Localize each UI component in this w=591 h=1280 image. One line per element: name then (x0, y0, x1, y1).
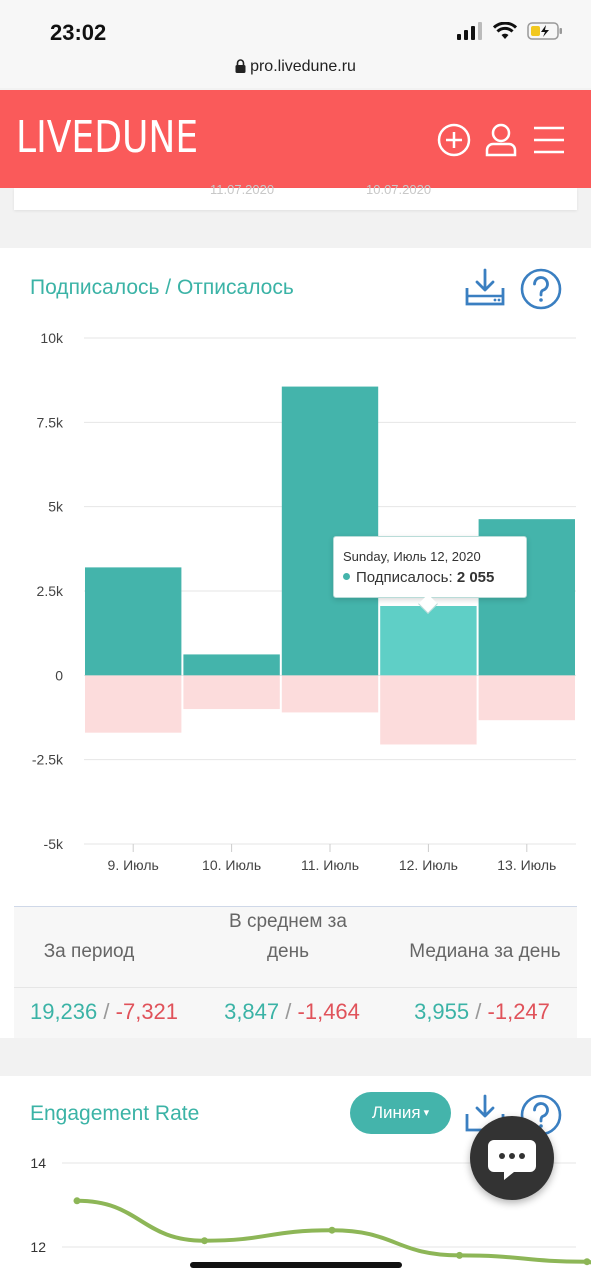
series-dot (343, 573, 350, 580)
x-tick-label: 11. Июль (301, 857, 359, 873)
divider (14, 987, 577, 988)
prev-date: 11.07.2020 (210, 182, 275, 197)
data-point (583, 1258, 591, 1266)
stats-table: За период В среднем за день Медиана за д… (14, 906, 577, 1038)
followers-chart: 10k 7.5k 5k 2.5k 0 -2.5k -5k 9. Июль 10. Июль 11.… (32, 330, 576, 873)
y-tick-label: 5k (48, 499, 64, 515)
stat-negative: -7,321 (115, 999, 179, 1024)
url-bar[interactable]: pro.livedune.ru (0, 58, 591, 76)
stat-positive: 3,955 (414, 999, 470, 1024)
stat-value-median: 3,955 / -1,247 (392, 999, 572, 1025)
app-header: LIVEDUNE (0, 90, 591, 188)
y-tick-label: 14 (30, 1155, 46, 1171)
prev-date: 10.07.2020 (366, 182, 432, 197)
add-circle-icon[interactable] (436, 122, 472, 158)
url-text: pro.livedune.ru (250, 58, 356, 75)
help-icon[interactable] (520, 268, 562, 310)
stat-separator: / (285, 999, 292, 1024)
x-tick-label: 9. Июль (108, 857, 159, 873)
tooltip-date: Sunday, Июль 12, 2020 (343, 549, 481, 564)
y-tick-label: -2.5k (32, 752, 64, 768)
y-tick-label: 0 (55, 667, 63, 683)
card-title: Подписалось / Отписалось (30, 276, 294, 299)
previous-card-bottom: 11.07.2020 10.07.2020 (14, 182, 577, 210)
bar-unsubscribed (85, 675, 182, 733)
x-tick-label: 10. Июль (202, 857, 261, 873)
stat-header-period: За период (43, 941, 135, 962)
chart-tooltip: Sunday, Июль 12, 2020 Подписалось: 2 055 (333, 536, 527, 598)
y-tick-label: 2.5k (37, 583, 64, 599)
x-tick-label: 12. Июль (399, 857, 458, 873)
lock-icon (235, 59, 246, 73)
stat-negative: -1,247 (487, 999, 550, 1024)
stat-header-line: день (266, 941, 310, 962)
battery-icon (527, 22, 562, 40)
stat-header-average: В среднем за день (190, 907, 386, 967)
data-point (456, 1251, 463, 1259)
home-indicator (190, 1262, 402, 1268)
engagement-card: Engagement Rate Линия ▾ 14 12 (0, 1076, 591, 1280)
stat-negative: -1,464 (297, 999, 360, 1024)
followers-card: Подписалось / Отписалось 10k 7.5k 5k 2.5k 0 -… (0, 248, 591, 1038)
tooltip-row: Подписалось: 2 055 (343, 569, 517, 586)
bar-subscribed (380, 606, 477, 676)
y-tick-label: 12 (30, 1239, 46, 1255)
data-point (73, 1197, 81, 1205)
y-tick-label: -5k (44, 836, 64, 852)
chat-button[interactable] (470, 1116, 554, 1200)
data-point (201, 1237, 208, 1245)
bar-unsubscribed (478, 675, 575, 721)
clock: 23:02 (50, 20, 107, 45)
chevron-down-icon: ▾ (423, 1107, 430, 1119)
bar-unsubscribed (281, 675, 379, 713)
stat-separator: / (103, 999, 110, 1024)
wifi-icon (493, 22, 517, 39)
stat-positive: 3,847 (224, 999, 280, 1024)
bar-subscribed (281, 386, 379, 676)
chat-icon (488, 1140, 536, 1180)
chart-type-select[interactable]: Линия ▾ (350, 1092, 451, 1134)
stat-value-average: 3,847 / -1,464 (202, 999, 382, 1025)
bar-subscribed (85, 567, 182, 676)
card-title: Engagement Rate (30, 1102, 200, 1125)
tooltip-value: 2 055 (456, 569, 495, 586)
data-point (328, 1226, 336, 1234)
download-icon[interactable] (464, 266, 506, 308)
logo[interactable]: LIVEDUNE (16, 112, 199, 163)
bar-unsubscribed (183, 675, 280, 710)
x-tick-label: 13. Июль (497, 857, 556, 873)
status-bar: 23:02 pro.livedune.ru (0, 0, 591, 88)
menu-icon[interactable] (532, 122, 566, 158)
y-tick-label: 10k (40, 330, 64, 346)
stat-header-median: Медиана за день (409, 941, 561, 962)
signal-icon (457, 22, 482, 40)
stat-value-period: 19,236 / -7,321 (14, 999, 194, 1025)
stat-header-line: В среднем за (229, 911, 347, 932)
stat-positive: 19,236 (29, 999, 98, 1024)
stat-separator: / (475, 999, 482, 1024)
tooltip-series: Подписалось: (356, 569, 453, 586)
user-icon[interactable] (484, 122, 518, 158)
chart-type-label: Линия (371, 1103, 421, 1122)
system-icons (457, 22, 563, 40)
bar-unsubscribed (380, 675, 477, 745)
y-tick-label: 7.5k (37, 414, 64, 430)
bar-subscribed (183, 654, 280, 676)
